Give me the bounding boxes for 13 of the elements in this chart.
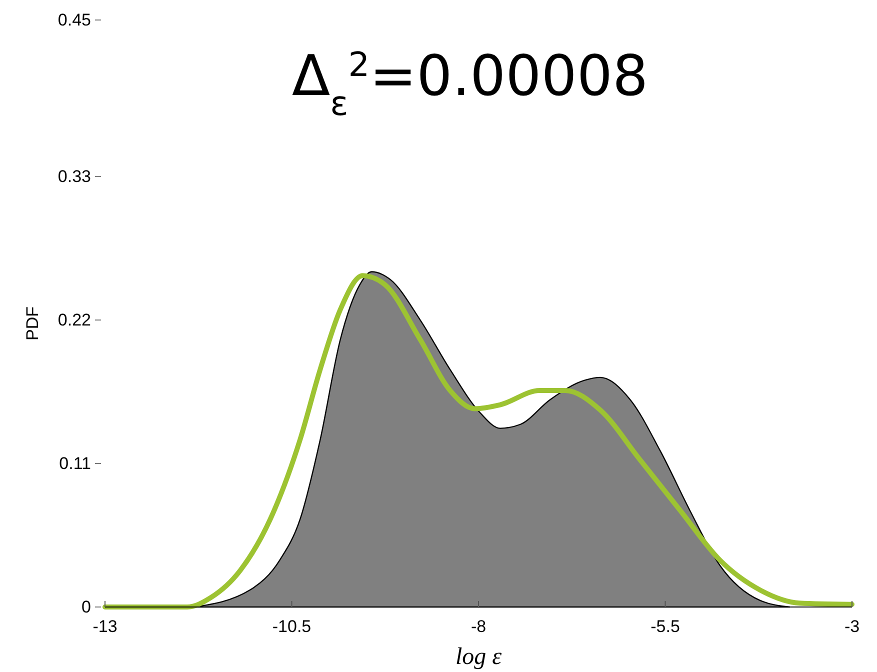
x-tick-label: -8 bbox=[470, 617, 486, 636]
y-tick-label: 0.33 bbox=[58, 166, 91, 186]
y-tick-label: 0.22 bbox=[58, 310, 91, 330]
y-axis-title: PDF bbox=[23, 306, 42, 340]
x-tick-label: -13 bbox=[92, 617, 118, 636]
x-axis-title: log ε bbox=[455, 644, 502, 670]
y-tick-label: 0 bbox=[82, 597, 91, 616]
x-tick-label: -5.5 bbox=[650, 617, 680, 636]
x-tick-label: -3 bbox=[844, 617, 860, 636]
text: Δ$_{ε}$$^{2}$=0.00008 bbox=[292, 44, 648, 122]
y-tick-label: 0.45 bbox=[58, 10, 91, 30]
x-tick-label: -10.5 bbox=[272, 617, 312, 636]
y-tick-label: 0.11 bbox=[59, 454, 91, 473]
